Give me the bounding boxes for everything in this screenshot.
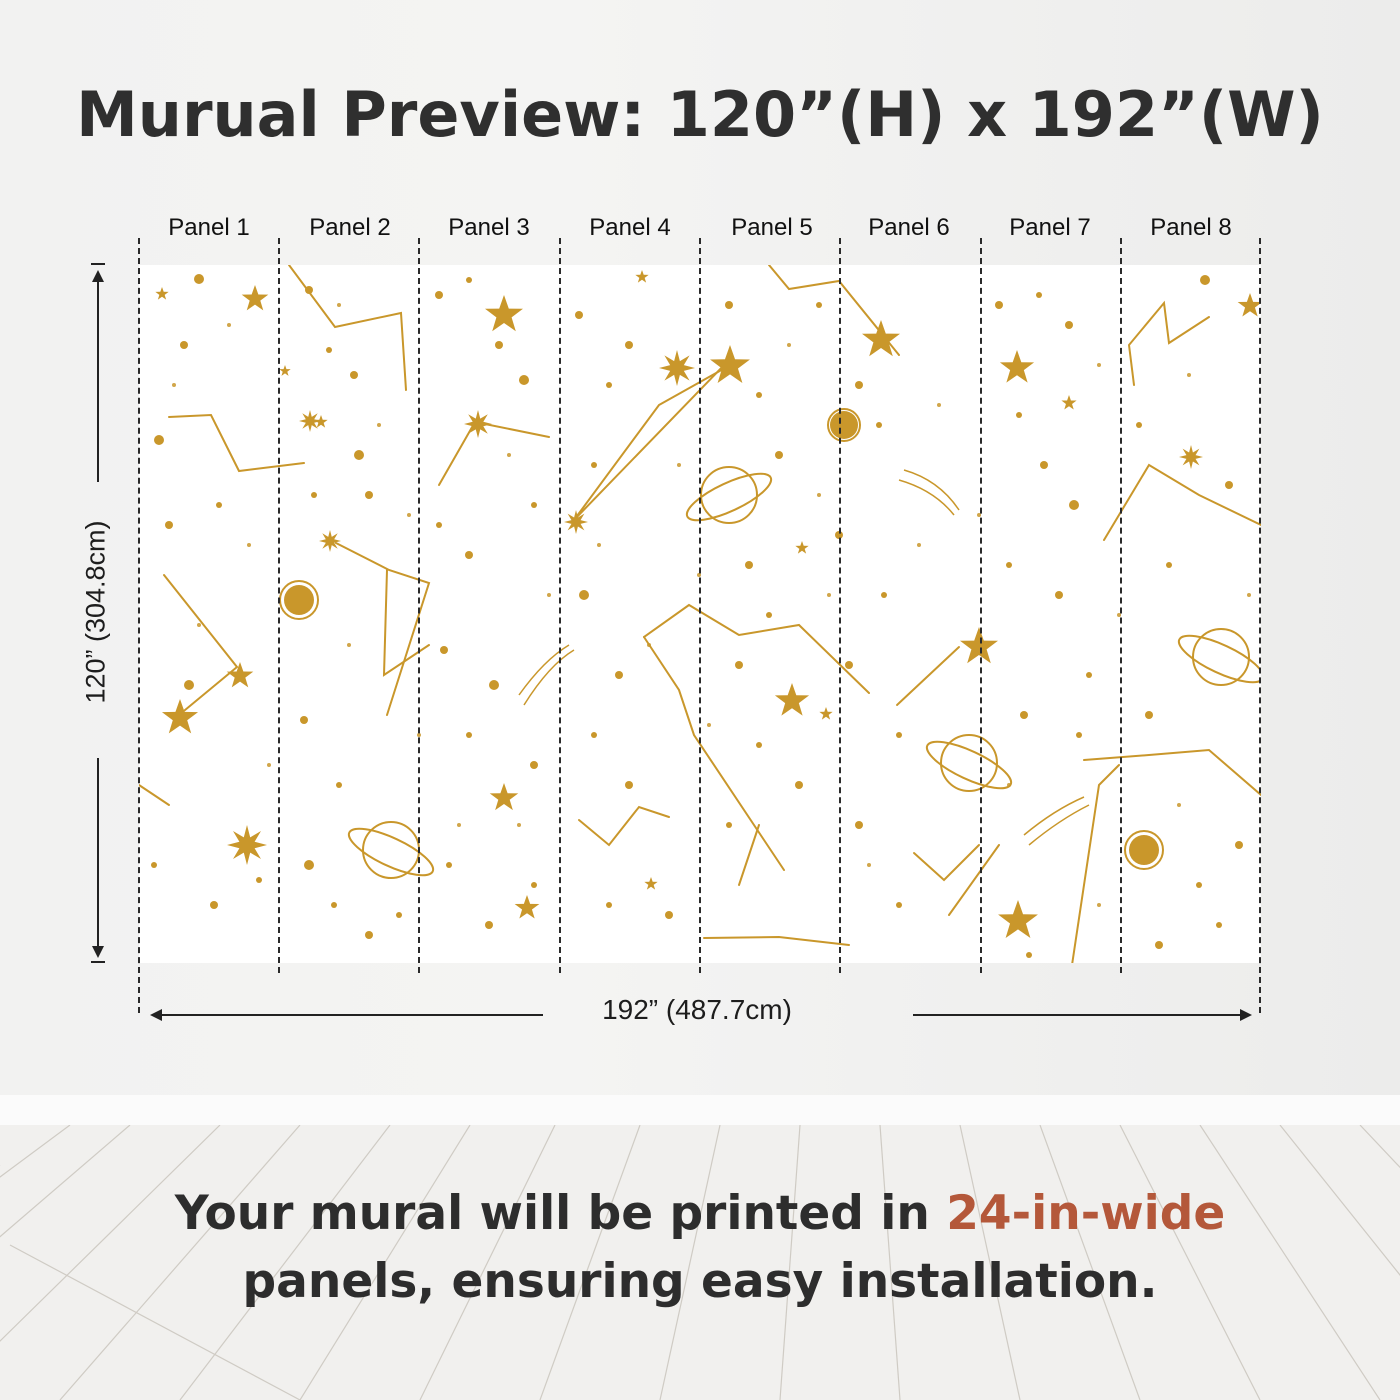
panel-label-7: Panel 7	[1009, 214, 1091, 241]
panel-label-8: Panel 8	[1150, 214, 1232, 241]
height-dimension-label: 120” (304.8cm)	[80, 520, 111, 704]
panel-seam-4	[699, 238, 701, 973]
height-tick-bottom	[91, 961, 105, 963]
caption: Your mural will be printed in 24-in-wide…	[0, 1180, 1400, 1316]
arrow-right-icon	[1240, 1009, 1252, 1021]
constellation-pattern	[139, 265, 1261, 963]
wood-floor	[0, 1125, 1400, 1400]
panel-seam-8	[1259, 238, 1261, 1013]
panel-seam-6	[980, 238, 982, 973]
panel-seam-7	[1120, 238, 1122, 973]
height-line-top	[97, 272, 99, 482]
caption-line-2: panels, ensuring easy installation.	[242, 1254, 1158, 1309]
panel-seam-3	[559, 238, 561, 973]
caption-prefix: Your mural will be printed in	[174, 1186, 947, 1241]
panel-label-4: Panel 4	[589, 214, 671, 241]
baseboard	[0, 1095, 1400, 1126]
panel-seam-5	[839, 238, 841, 973]
panel-label-3: Panel 3	[448, 214, 530, 241]
panel-label-1: Panel 1	[168, 214, 250, 241]
width-line-right	[913, 1014, 1243, 1016]
panel-label-2: Panel 2	[309, 214, 391, 241]
caption-line-1: Your mural will be printed in 24-in-wide	[0, 1180, 1400, 1248]
page-title: Murual Preview: 120”(H) x 192”(W)	[76, 78, 1324, 151]
arrow-down-icon	[92, 946, 104, 958]
panel-labels: Panel 1 Panel 2 Panel 3 Panel 4 Panel 5 …	[139, 214, 1261, 250]
caption-accent: 24-in-wide	[946, 1186, 1226, 1241]
width-dimension-label: 192” (487.7cm)	[602, 994, 792, 1025]
arrow-up-icon	[92, 270, 104, 282]
panel-label-6: Panel 6	[868, 214, 950, 241]
height-line-bottom	[97, 758, 99, 948]
panel-label-5: Panel 5	[731, 214, 813, 241]
width-line-left	[158, 1014, 543, 1016]
arrow-left-icon	[150, 1009, 162, 1021]
panel-seam-1	[278, 238, 280, 973]
panel-seam-0	[138, 238, 140, 1013]
floor-planks	[0, 1125, 1400, 1400]
height-tick-top	[91, 263, 105, 265]
panel-seam-2	[418, 238, 420, 973]
